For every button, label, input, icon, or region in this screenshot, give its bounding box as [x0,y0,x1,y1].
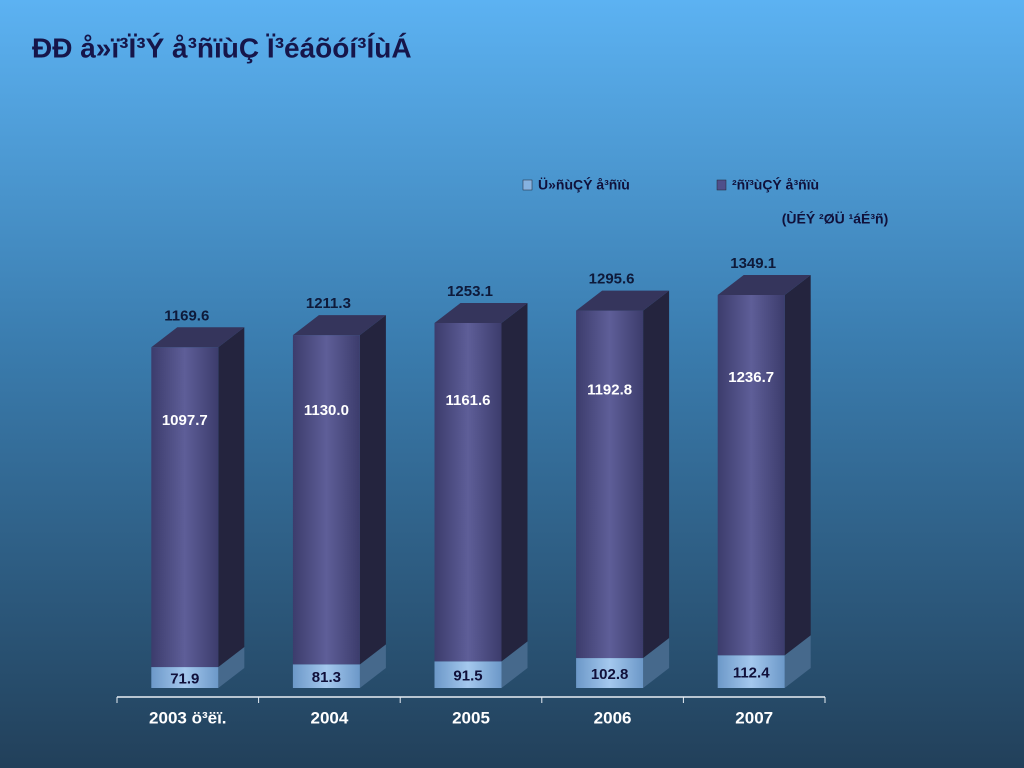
bar-top [151,327,245,348]
value-label: 1130.0 [304,402,349,419]
x-tick-label: 2007 [735,708,773,727]
total-label: 1253.1 [447,283,493,300]
bar-side [784,275,811,656]
total-label: 1169.6 [164,307,209,324]
chart-title: ÐÐ å»ï³Ï³Ý å³ñïùÇ Ï³éáõóí³ÍùÁ [32,32,412,63]
bar-side [643,638,670,688]
value-label: 1161.6 [445,392,490,409]
bar-top [717,275,811,295]
bar-side [643,290,670,659]
bar [292,664,360,688]
bar-side [501,641,528,688]
x-tick-label: 2004 [310,708,348,727]
bar [292,335,360,665]
value-label: 1236.7 [728,369,774,386]
legend-label: ²ñï³ùÇÝ å³ñïù [732,176,819,193]
bar-side [359,315,386,665]
bar [151,667,219,688]
bar-side [218,647,245,688]
value-label: 112.4 [733,665,770,682]
total-label: 1295.6 [589,271,635,288]
x-tick-label: 2003 ö³ëï. [149,708,227,727]
bar [434,322,502,662]
value-label: 1097.7 [162,412,208,429]
bar-side [218,327,245,668]
value-label: 1192.8 [587,381,632,398]
legend-label: Ü»ñùÇÝ å³ñïù [538,176,630,193]
bar [576,310,644,659]
legend-swatch [716,179,727,191]
bar [576,658,644,688]
bar-top [434,302,528,323]
bar [717,295,785,656]
bar [151,347,219,668]
bar [434,661,502,688]
total-label: 1211.3 [306,295,351,312]
bar [717,655,785,688]
chart-subtitle: (ÙÉÝ ²ØÜ ¹áÉ³ñ) [782,210,889,227]
value-label: 71.9 [170,670,199,687]
x-tick-label: 2006 [594,708,632,727]
total-label: 1349.1 [730,255,776,272]
bar-top [292,315,386,336]
value-label: 81.3 [312,669,341,686]
bar-top [576,290,670,311]
bar-side [501,302,528,662]
bar-side [784,635,811,688]
x-tick-label: 2005 [452,708,490,727]
value-label: 91.5 [453,668,482,685]
legend-swatch [522,179,533,191]
value-label: 102.8 [591,666,629,683]
bar-side [359,644,386,688]
